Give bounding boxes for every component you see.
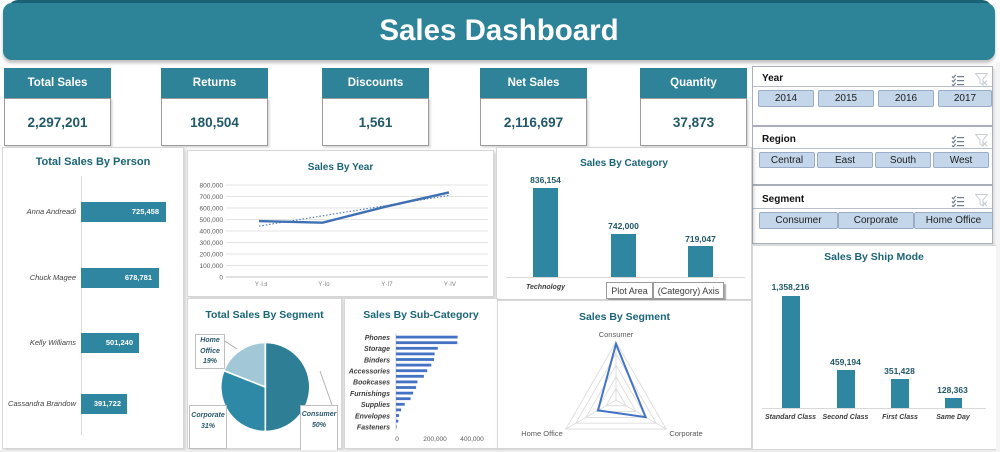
svg-text:700,000: 700,000 <box>200 194 224 201</box>
svg-text:Supplies: Supplies <box>361 402 390 409</box>
svg-text:Binders: Binders <box>364 357 390 364</box>
svg-text:Furnishings: Furnishings <box>350 391 390 398</box>
svg-text:800,000: 800,000 <box>200 183 224 190</box>
svg-text:100,000: 100,000 <box>200 263 224 270</box>
svg-text:0: 0 <box>395 436 399 443</box>
svg-text:500,000: 500,000 <box>200 217 224 224</box>
svg-text:0: 0 <box>219 275 223 282</box>
svg-text:Accessories: Accessories <box>348 369 390 376</box>
svg-text:Fasteners: Fasteners <box>357 425 390 432</box>
svg-text:Envelopes: Envelopes <box>355 413 390 420</box>
svg-text:400,000: 400,000 <box>460 436 484 443</box>
svg-text:Home Office: Home Office <box>521 429 563 438</box>
svg-text:Bookcases: Bookcases <box>353 380 390 387</box>
svg-text:600,000: 600,000 <box>200 206 224 213</box>
svg-text:Storage: Storage <box>364 346 390 353</box>
svg-text:400,000: 400,000 <box>200 229 224 236</box>
svg-text:Phones: Phones <box>365 335 390 342</box>
svg-text:300,000: 300,000 <box>200 240 224 247</box>
svg-text:Consumer: Consumer <box>599 330 634 339</box>
svg-text:Corporate: Corporate <box>669 429 702 438</box>
svg-text:200,000: 200,000 <box>200 252 224 259</box>
svg-text:200,000: 200,000 <box>423 436 447 443</box>
